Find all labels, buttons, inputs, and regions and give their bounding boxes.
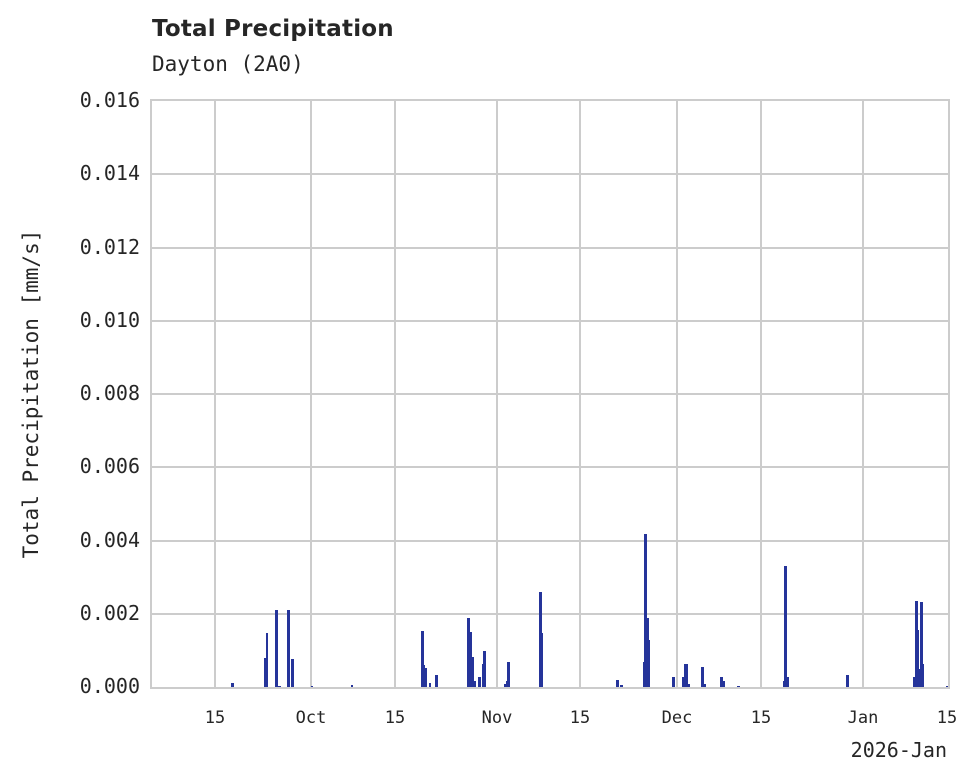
precipitation-bar [915, 600, 918, 687]
y-gridline [152, 539, 948, 542]
precipitation-bar [478, 676, 481, 687]
y-gridline [152, 393, 948, 395]
precipitation-bar [918, 669, 920, 687]
precipitation-bar [920, 602, 923, 687]
precipitation-bar [684, 663, 688, 687]
x-gridline [214, 101, 216, 687]
precipitation-bar [946, 685, 948, 687]
precipitation-bar [470, 632, 472, 687]
precipitation-bar [913, 676, 915, 687]
precipitation-bar [720, 676, 723, 687]
precipitation-bar [846, 674, 849, 687]
precipitation-bar [917, 629, 919, 687]
precipitation-bar [616, 680, 619, 687]
precipitation-bar [231, 682, 234, 687]
precipitation-bar [784, 566, 787, 687]
precipitation-bar [701, 666, 704, 687]
x-gridline [579, 101, 581, 687]
precipitation-bar [539, 591, 542, 687]
y-tick-label: 0.006 [79, 454, 140, 479]
x-tick-label: 15 [936, 708, 958, 728]
precipitation-bar [785, 676, 789, 687]
precipitation-bar [704, 684, 706, 687]
precipitation-bar [737, 685, 740, 687]
x-gridline [496, 101, 498, 687]
precipitation-bar [425, 667, 427, 687]
precipitation-bar [541, 632, 543, 687]
x-tick-label: Dec [661, 708, 693, 728]
precipitation-bar [483, 651, 486, 687]
chart-title: Total Precipitation [152, 16, 394, 42]
x-tick-label: Jan [847, 708, 879, 728]
x-axis-offset-label: 2026-Jan [850, 738, 947, 762]
x-tick-label: Oct [295, 708, 327, 728]
precipitation-bar [474, 681, 476, 687]
precipitation-bar [291, 659, 294, 687]
y-tick-label: 0.010 [79, 307, 140, 332]
precipitation-bar [504, 684, 506, 687]
x-tick-label: Nov [481, 708, 513, 728]
x-gridline [310, 101, 312, 687]
precipitation-bar [723, 681, 725, 687]
precipitation-bar [278, 685, 281, 687]
precipitation-bar [682, 676, 684, 687]
x-gridline [394, 101, 396, 687]
precipitation-bar [421, 630, 424, 687]
x-gridline [862, 101, 864, 687]
precipitation-bar [287, 610, 290, 687]
y-gridline [152, 466, 948, 469]
y-gridline [152, 612, 948, 615]
precipitation-bar [275, 610, 278, 687]
chart-subtitle: Dayton (2A0) [152, 52, 304, 76]
precipitation-bar [472, 656, 474, 687]
precipitation-bar [423, 665, 425, 687]
precipitation-bar [435, 674, 438, 687]
x-tick-label: 15 [384, 708, 406, 728]
plot-area [150, 99, 950, 689]
precipitation-bar [922, 663, 924, 687]
precipitation-bar [429, 682, 431, 687]
precipitation-bar [467, 618, 470, 687]
precipitation-bar [620, 684, 623, 687]
y-tick-label: 0.012 [79, 234, 140, 259]
precipitation-bar [672, 676, 675, 687]
y-tick-label: 0.016 [79, 88, 140, 112]
y-tick-label: 0.002 [79, 600, 140, 625]
y-tick-label: 0.014 [79, 161, 140, 186]
x-tick-label: 15 [569, 708, 591, 728]
y-gridline [152, 173, 948, 176]
y-gridline [152, 319, 948, 322]
x-tick-label: 15 [750, 708, 772, 728]
precipitation-bar [266, 633, 268, 687]
precipitation-bar [311, 685, 313, 687]
precipitation-bar [264, 658, 266, 687]
precipitation-bar [648, 640, 650, 687]
y-tick-label: 0.000 [79, 674, 140, 698]
precipitation-bar [688, 684, 690, 687]
x-gridline [760, 101, 762, 687]
x-gridline [676, 101, 678, 687]
precipitation-bar [644, 533, 647, 687]
y-tick-label: 0.004 [79, 527, 140, 552]
precipitation-bar [351, 684, 353, 687]
x-tick-label: 15 [204, 708, 226, 728]
y-gridline [152, 246, 948, 249]
precipitation-bar [507, 662, 510, 687]
y-tick-label: 0.008 [79, 381, 140, 405]
